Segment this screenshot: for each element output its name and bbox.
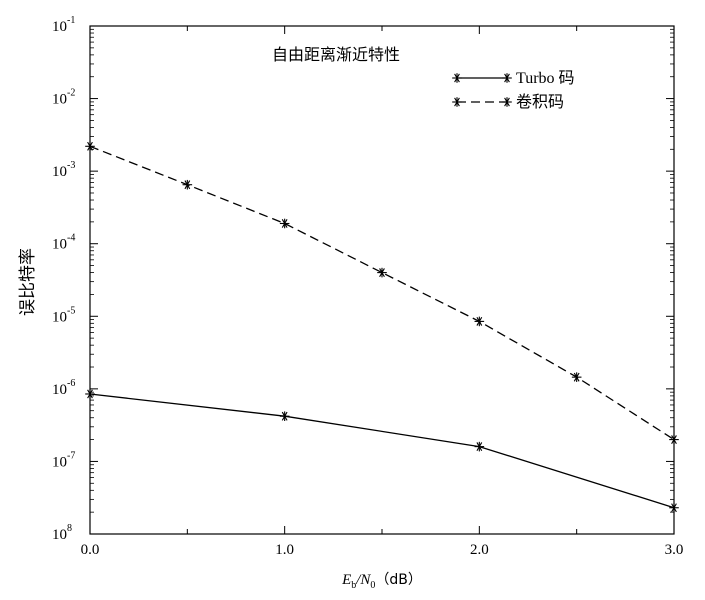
- x-tick-label: 0.0: [81, 542, 100, 558]
- data-point: [377, 267, 387, 278]
- x-tick-label: 1.0: [275, 542, 294, 558]
- y-tick-label: 10-1: [52, 15, 75, 35]
- data-point: [474, 441, 485, 452]
- data-point: [279, 411, 290, 421]
- data-point: [669, 502, 679, 513]
- legend-marker: [502, 97, 512, 107]
- y-tick-label: 10-4: [52, 233, 75, 253]
- y-tick-label: 10-3: [52, 160, 75, 180]
- y-axis-label: 误比特率: [18, 248, 38, 316]
- legend-label: Turbo 码: [516, 69, 575, 87]
- data-point: [474, 316, 485, 327]
- data-point: [85, 389, 95, 399]
- data-point: [85, 141, 95, 152]
- y-tick-label: 10-6: [52, 378, 75, 398]
- x-tick-label: 2.0: [470, 542, 489, 558]
- chart-title: 自由距离渐近特性: [272, 45, 400, 64]
- legend-marker: [452, 97, 462, 107]
- y-tick-label: 10-5: [52, 305, 75, 325]
- legend-marker: [502, 73, 512, 83]
- x-axis-label: Eb/N0（dB）: [341, 572, 422, 591]
- data-point: [669, 434, 679, 445]
- data-point: [182, 179, 193, 190]
- series-line-1: [89, 145, 675, 441]
- y-tick-label: 10-7: [52, 450, 75, 470]
- legend-label: 卷积码: [516, 93, 564, 111]
- y-tick-label: 108: [52, 523, 72, 543]
- legend-marker: [452, 73, 462, 83]
- y-tick-label: 10-2: [52, 88, 75, 108]
- plot-frame: [89, 25, 675, 535]
- data-point: [571, 372, 582, 382]
- x-tick-label: 3.0: [665, 542, 684, 558]
- series-line-0: [89, 393, 675, 509]
- data-point: [279, 218, 290, 229]
